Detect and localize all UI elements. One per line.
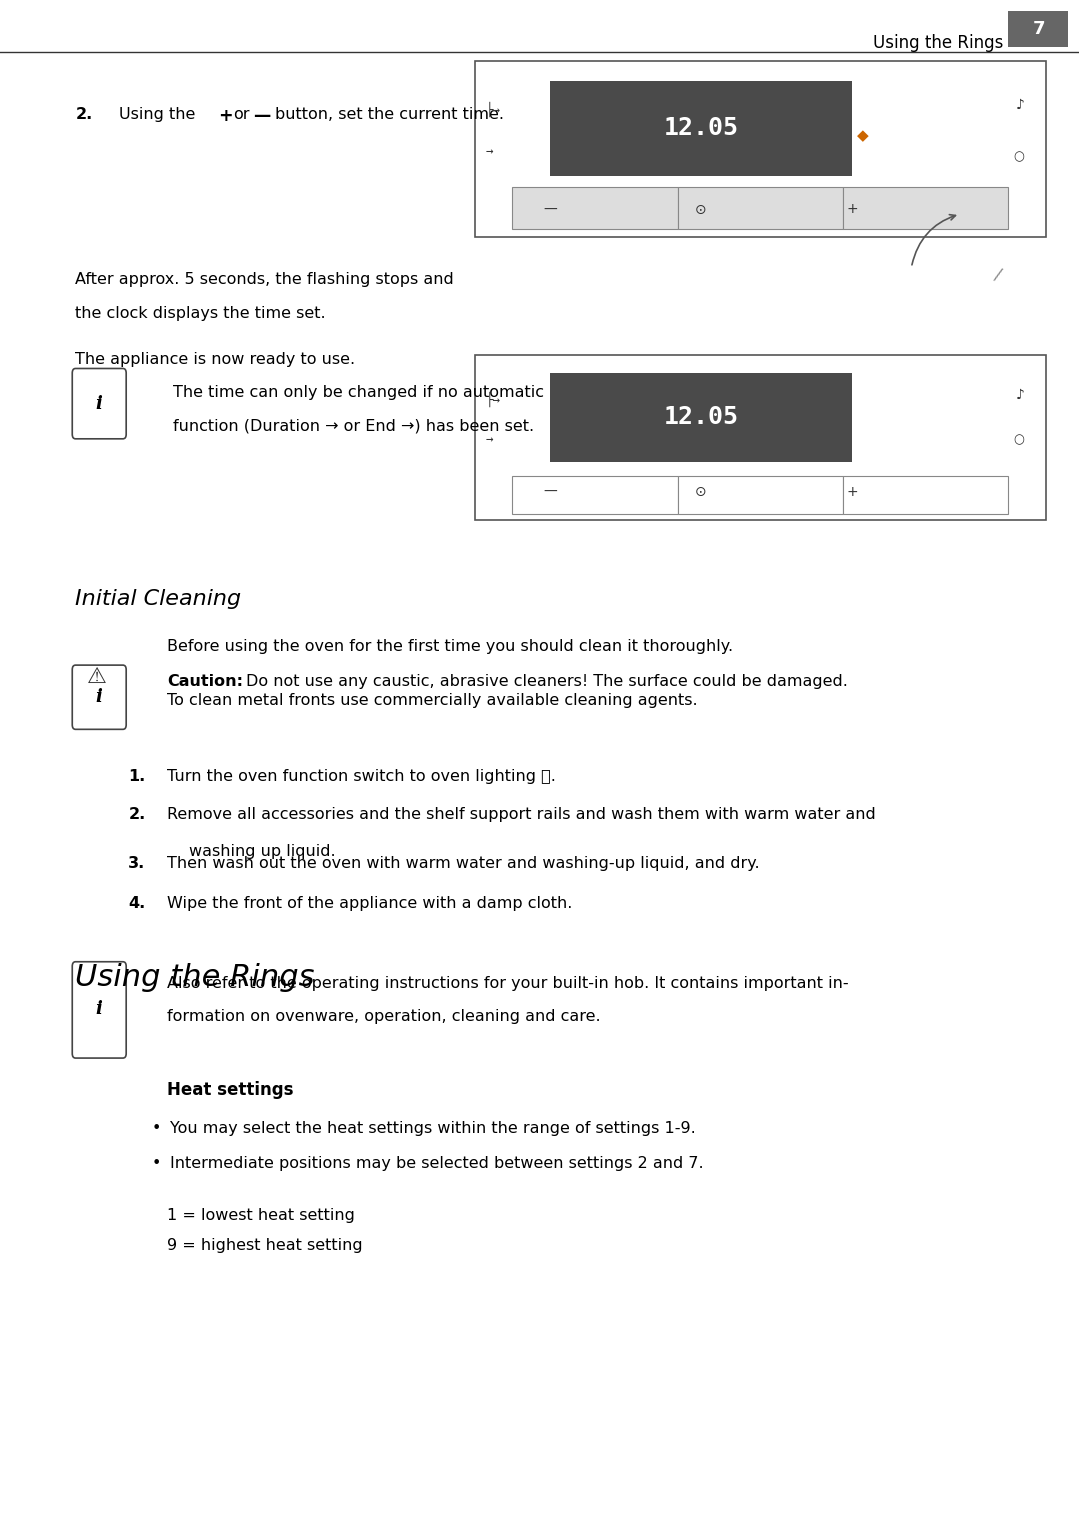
Text: Do not use any caustic, abrasive cleaners! The surface could be damaged.: Do not use any caustic, abrasive cleaner… xyxy=(246,674,848,690)
Text: ├→: ├→ xyxy=(485,102,500,118)
FancyBboxPatch shape xyxy=(474,355,1047,520)
Text: Remove all accessories and the shelf support rails and wash them with warm water: Remove all accessories and the shelf sup… xyxy=(167,807,876,823)
Text: ♪: ♪ xyxy=(1015,388,1025,402)
Text: Heat settings: Heat settings xyxy=(167,1081,294,1099)
Text: →: → xyxy=(485,145,492,159)
Text: →: → xyxy=(485,433,492,446)
Text: Before using the oven for the first time you should clean it thoroughly.: Before using the oven for the first time… xyxy=(167,639,733,654)
Text: the clock displays the time set.: the clock displays the time set. xyxy=(76,306,326,321)
Text: 7: 7 xyxy=(1032,20,1044,38)
Text: 1.: 1. xyxy=(129,769,146,784)
Text: ◆: ◆ xyxy=(858,128,869,144)
Text: function (Duration → or End →) has been set.: function (Duration → or End →) has been … xyxy=(173,419,534,434)
Text: Using the: Using the xyxy=(119,107,195,122)
FancyBboxPatch shape xyxy=(677,476,843,514)
Text: 1 = lowest heat setting: 1 = lowest heat setting xyxy=(167,1208,355,1223)
Text: •: • xyxy=(151,1121,161,1136)
Text: ⚠: ⚠ xyxy=(87,667,107,687)
Text: Using the Rings: Using the Rings xyxy=(76,963,315,992)
FancyBboxPatch shape xyxy=(512,187,677,229)
Text: ⊙: ⊙ xyxy=(696,202,706,217)
Text: i: i xyxy=(96,394,103,413)
Text: ○: ○ xyxy=(1014,150,1025,164)
Text: Intermediate positions may be selected between settings 2 and 7.: Intermediate positions may be selected b… xyxy=(171,1156,704,1171)
Text: You may select the heat settings within the range of settings 1-9.: You may select the heat settings within … xyxy=(171,1121,697,1136)
Text: •: • xyxy=(151,1156,161,1171)
FancyBboxPatch shape xyxy=(474,61,1047,237)
Text: After approx. 5 seconds, the flashing stops and: After approx. 5 seconds, the flashing st… xyxy=(76,272,455,287)
Text: button, set the current time.: button, set the current time. xyxy=(275,107,504,122)
Text: 4.: 4. xyxy=(129,896,146,911)
Text: 12.05: 12.05 xyxy=(663,405,739,430)
FancyBboxPatch shape xyxy=(843,476,1009,514)
Text: washing up liquid.: washing up liquid. xyxy=(189,844,336,859)
Text: +: + xyxy=(847,485,858,500)
FancyBboxPatch shape xyxy=(843,187,1009,229)
FancyBboxPatch shape xyxy=(72,368,126,439)
Text: Also refer to the operating instructions for your built-in hob. It contains impo: Also refer to the operating instructions… xyxy=(167,976,849,991)
Text: 3.: 3. xyxy=(129,856,146,872)
FancyBboxPatch shape xyxy=(512,476,677,514)
Text: i: i xyxy=(96,1000,103,1018)
FancyBboxPatch shape xyxy=(1009,11,1068,47)
Text: +: + xyxy=(847,202,858,217)
FancyBboxPatch shape xyxy=(677,187,843,229)
Text: ○: ○ xyxy=(1014,433,1025,446)
Text: —: — xyxy=(543,485,557,500)
Text: ├→: ├→ xyxy=(485,391,500,407)
Text: To clean metal fronts use commercially available cleaning agents.: To clean metal fronts use commercially a… xyxy=(167,693,698,708)
Text: Then wash out the oven with warm water and washing-up liquid, and dry.: Then wash out the oven with warm water a… xyxy=(167,856,760,872)
Text: +: + xyxy=(218,107,232,125)
Text: The time can only be changed if no automatic: The time can only be changed if no autom… xyxy=(173,385,543,401)
Text: 12.05: 12.05 xyxy=(663,116,739,141)
Text: /: / xyxy=(991,266,1003,284)
Text: Initial Cleaning: Initial Cleaning xyxy=(76,589,242,609)
Text: Turn the oven function switch to oven lighting ⌹.: Turn the oven function switch to oven li… xyxy=(167,769,556,784)
FancyBboxPatch shape xyxy=(550,81,852,176)
Text: i: i xyxy=(96,688,103,706)
Text: The appliance is now ready to use.: The appliance is now ready to use. xyxy=(76,352,355,367)
Text: Using the Rings: Using the Rings xyxy=(873,34,1003,52)
Text: ♪: ♪ xyxy=(1015,98,1025,112)
Text: Wipe the front of the appliance with a damp cloth.: Wipe the front of the appliance with a d… xyxy=(167,896,572,911)
FancyBboxPatch shape xyxy=(72,962,126,1058)
FancyBboxPatch shape xyxy=(550,373,852,462)
FancyBboxPatch shape xyxy=(72,665,126,729)
Text: 2.: 2. xyxy=(76,107,93,122)
Text: —: — xyxy=(543,202,557,217)
Text: ⊙: ⊙ xyxy=(696,485,706,500)
Text: 9 = highest heat setting: 9 = highest heat setting xyxy=(167,1238,363,1254)
Text: or: or xyxy=(233,107,249,122)
Text: —: — xyxy=(254,107,271,125)
Text: Caution:: Caution: xyxy=(167,674,243,690)
Text: formation on ovenware, operation, cleaning and care.: formation on ovenware, operation, cleani… xyxy=(167,1009,600,1024)
Text: 2.: 2. xyxy=(129,807,146,823)
